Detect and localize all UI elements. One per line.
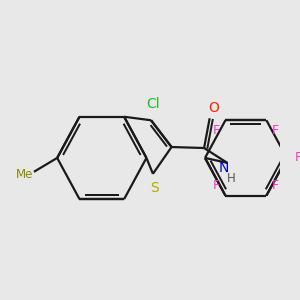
Text: S: S (150, 181, 159, 195)
Text: F: F (272, 124, 279, 136)
Text: H: H (227, 172, 236, 185)
Text: Me: Me (16, 168, 33, 181)
Text: F: F (213, 124, 220, 136)
Text: Cl: Cl (146, 98, 160, 111)
Text: O: O (208, 101, 219, 116)
Text: N: N (218, 161, 229, 175)
Text: F: F (213, 179, 220, 192)
Text: F: F (272, 179, 279, 192)
Text: F: F (294, 152, 300, 164)
